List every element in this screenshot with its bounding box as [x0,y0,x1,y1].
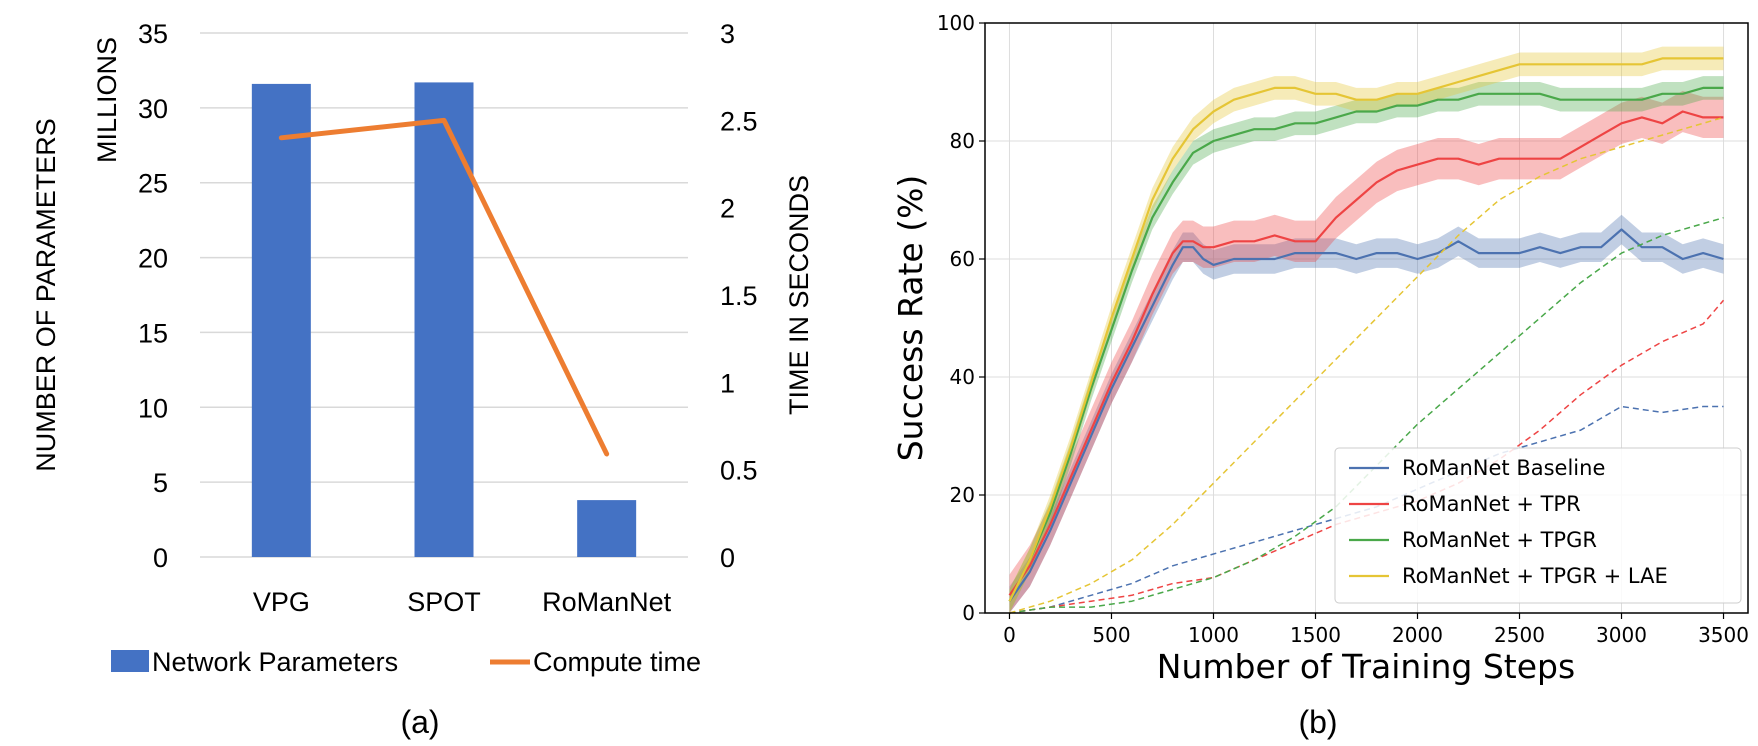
panel-a-compute-line [278,117,610,457]
right-tick-1-5: 1.5 [720,281,758,311]
left-tick-35: 35 [138,19,168,49]
panel-b-x-label: Number of Training Steps [1157,647,1575,686]
legend-label-compute-time: Compute time [533,647,701,677]
panel-b-legend: RoManNet Baseline RoManNet + TPR RoManNet … [1334,447,1742,604]
panel-a-caption: (a) [400,704,439,740]
left-tick-30: 30 [138,94,168,124]
left-tick-20: 20 [138,244,168,274]
panel-a-legend: Network Parameters Compute time [111,647,701,677]
panel-b-y-label: Success Rate (%) [891,175,930,462]
category-label-romannet: RoManNet [542,587,672,617]
x-tick-1500: 1500 [1290,623,1341,647]
panel-b-legend-box [1334,447,1742,604]
legend-label-romannet-tpr: RoManNet + TPR [1402,492,1581,516]
panel-a-right-ticks: 0 0.5 1 1.5 2 2.5 3 [720,19,758,573]
x-tick-0: 0 [1003,623,1016,647]
right-tick-2-5: 2.5 [720,106,758,136]
left-tick-5: 5 [153,468,168,498]
y-tick-60: 60 [950,247,975,271]
left-tick-10: 10 [138,393,168,423]
x-tick-3000: 3000 [1596,623,1647,647]
panel-b-chart: 0 500 1000 1500 2000 2500 3000 3500 0 20 40 60 80 10… [891,11,1749,740]
right-tick-1: 1 [720,368,735,398]
y-tick-0: 0 [962,601,975,625]
y-tick-100: 100 [937,11,975,35]
panel-a-category-labels: VPG SPOT RoManNet [253,587,672,617]
panel-a-bars [251,82,637,558]
y-tick-40: 40 [950,365,975,389]
right-tick-0: 0 [720,543,735,573]
line-romannet-tpgr [1008,86,1724,602]
x-tick-2000: 2000 [1392,623,1443,647]
panel-b-confidence-bands [1009,46,1724,614]
x-tick-500: 500 [1092,623,1130,647]
left-tick-0: 0 [153,543,168,573]
bar-vpg [251,83,311,557]
legend-label-romannet-tpgr-lae: RoManNet + TPGR + LAE [1402,564,1668,588]
x-tick-1000: 1000 [1188,623,1239,647]
legend-label-romannet-baseline: RoManNet Baseline [1402,456,1605,480]
band-romannet-tpr [1009,90,1724,614]
bar-spot [414,82,474,558]
y-tick-20: 20 [950,483,975,507]
panel-a-left-ticks: 0 5 10 15 20 25 30 35 [138,19,168,573]
line-romannet-baseline [1008,228,1724,602]
line-romannet-tpgr-dashed [1009,216,1724,614]
legend-label-romannet-tpgr: RoManNet + TPGR [1402,528,1597,552]
x-tick-3500: 3500 [1698,623,1749,647]
line-romannet-tpgr-lae [1008,57,1724,602]
x-tick-2500: 2500 [1494,623,1545,647]
category-label-spot: SPOT [407,587,481,617]
left-tick-15: 15 [138,318,168,348]
legend-label-network-parameters: Network Parameters [152,647,398,677]
category-label-vpg: VPG [253,587,310,617]
panel-b-caption: (b) [1298,704,1337,740]
band-romannet-baseline [1009,214,1724,613]
panel-b-x-ticks: 0 500 1000 1500 2000 2500 3000 3500 [1003,613,1749,647]
panel-a-chart: 0 5 10 15 20 25 30 35 0 0.5 1 1.5 2 2.5 3 VPG SPOT RoMa… [31,19,814,740]
panel-a-y-label: NUMBER OF PARAMETERS [31,118,61,472]
panel-a-y2-label: TIME IN SECONDS [784,175,814,415]
legend-swatch-network-parameters [111,650,149,672]
line-romannet-tpr [1008,110,1724,596]
left-tick-25: 25 [138,169,168,199]
panel-b-y-ticks: 0 20 40 60 80 100 [937,11,985,625]
bar-romannet [577,500,637,557]
right-tick-0-5: 0.5 [720,456,758,486]
y-tick-80: 80 [950,129,975,153]
right-tick-3: 3 [720,19,735,49]
right-tick-2: 2 [720,194,735,224]
panel-b-frame [984,22,1749,614]
line-romannet-tpgr-lae-dashed [1009,116,1724,614]
panel-a-y-units-label: MILLIONS [92,37,122,163]
